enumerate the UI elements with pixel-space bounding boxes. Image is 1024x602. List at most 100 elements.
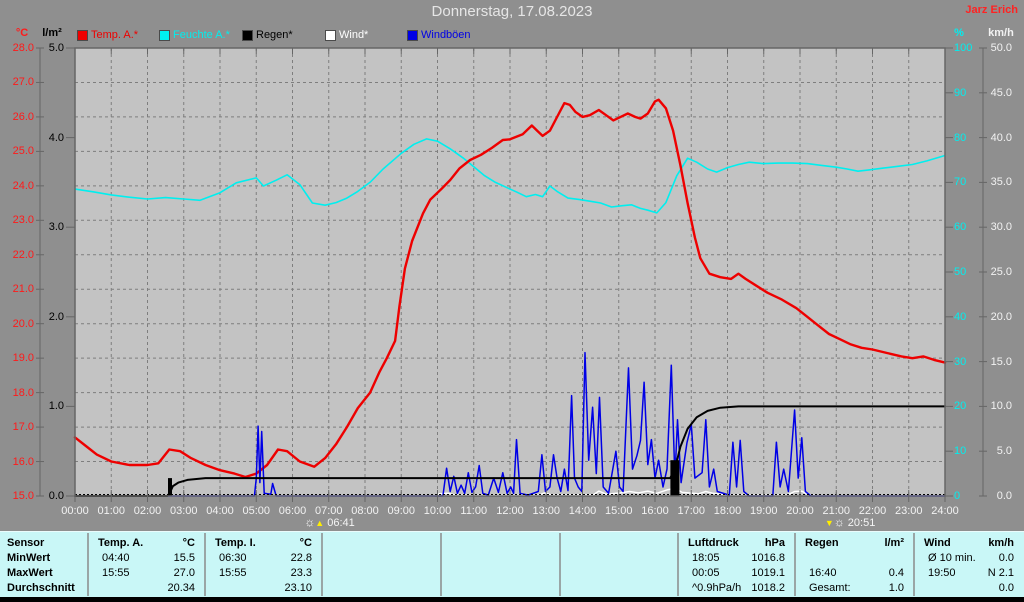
table-cell-value: 1016.8 <box>751 552 785 564</box>
x-axis-tick-label: 01:00 <box>97 505 126 517</box>
rain-axis-tick-label: 5.0 <box>48 42 64 54</box>
right-axis-unit-wind: km/h <box>988 27 1014 39</box>
legend-swatch-wind-icon <box>325 30 336 41</box>
table-col-header: Temp. I. <box>215 537 256 549</box>
table-separator <box>321 533 323 596</box>
wind-axis-tick-label: 20.0 <box>990 310 1012 323</box>
wind-axis-tick-label: 50.0 <box>990 42 1012 54</box>
legend-swatch-rain-icon <box>242 30 253 41</box>
table-separator <box>794 533 796 596</box>
table-separator <box>87 533 89 596</box>
table-separator <box>559 533 561 596</box>
page-title: Donnerstag, 17.08.2023 <box>431 3 593 20</box>
legend-swatch-gusts-icon <box>407 30 418 41</box>
humidity-axis-tick-label: 30 <box>954 355 967 368</box>
table-col-unit: °C <box>299 537 312 549</box>
table-cell-time: 16:40 <box>809 567 837 579</box>
table-separator <box>440 533 442 596</box>
rain-axis-tick-label: 3.0 <box>48 221 64 234</box>
x-axis-tick-label: 00:00 <box>61 505 89 517</box>
table-separator <box>204 533 206 596</box>
sunset-arrow-icon: ▼ <box>824 518 834 528</box>
rain-axis-tick-label: 1.0 <box>48 400 64 413</box>
humidity-axis-tick-label: 40 <box>954 310 967 323</box>
table-cell-time: 00:05 <box>692 567 720 579</box>
table-cell-time: 04:40 <box>102 552 130 564</box>
temperature-series-line <box>73 98 947 479</box>
table-cell-time: ^0.9hPa/h <box>692 582 742 594</box>
wind-axis-tick-label: 45.0 <box>990 86 1012 99</box>
table-col-header: Luftdruck <box>688 537 739 549</box>
gusts-series-line <box>74 351 946 497</box>
x-axis-tick-label: 13:00 <box>532 505 561 517</box>
table-cell-time: Ø 10 min. <box>928 552 976 564</box>
table-cell-value: N 2.1 <box>987 567 1014 579</box>
table-cell-time: 18:05 <box>692 552 720 564</box>
temp-axis-tick-label: 20.0 <box>12 317 34 330</box>
temp-axis-tick-label: 16.0 <box>12 455 34 468</box>
x-axis-tick-label: 02:00 <box>133 505 162 517</box>
x-axis-tick-label: 14:00 <box>568 505 597 517</box>
wind-axis-tick-label: 10.0 <box>990 400 1012 413</box>
table-row-label: Sensor <box>7 537 45 549</box>
x-axis-tick-label: 09:00 <box>387 505 416 517</box>
sunrise-arrow-icon: ▲ <box>315 518 325 528</box>
temp-axis-tick-label: 15.0 <box>12 490 34 502</box>
x-axis-tick-label: 03:00 <box>169 505 198 517</box>
chart-canvas <box>36 47 987 502</box>
x-axis-tick-label: 11:00 <box>460 505 488 517</box>
rain-axis-tick-label: 0.0 <box>48 490 64 502</box>
wind-axis-tick-label: 40.0 <box>990 131 1012 144</box>
table-cell-value: 23.3 <box>290 567 312 579</box>
table-cell-time: 15:55 <box>219 567 247 579</box>
humidity-axis-tick-label: 60 <box>954 221 967 234</box>
table-cell-value: 1.0 <box>888 582 904 594</box>
table-separator <box>677 533 679 596</box>
table-col-unit: l/m² <box>884 537 904 549</box>
station-name: Jarz Erich <box>965 4 1018 16</box>
humidity-axis-tick-label: 50 <box>954 266 967 278</box>
sunset-time: 20:51 <box>847 517 876 529</box>
x-axis-tick-label: 12:00 <box>496 505 524 517</box>
rain-axis-tick-label: 4.0 <box>48 131 64 144</box>
rain-axis-tick-label: 2.0 <box>48 310 64 323</box>
x-axis-tick-label: 08:00 <box>351 505 379 517</box>
left-axis-unit-rain: l/m² <box>42 27 62 39</box>
table-row-label: MinWert <box>7 552 51 564</box>
humidity-axis-tick-label: 10 <box>954 445 967 458</box>
sunset-marker: ▼☼ 20:51 <box>825 516 876 530</box>
legend-swatch-humidity-icon <box>159 30 170 41</box>
x-axis-tick-label: 17:00 <box>677 505 706 517</box>
table-cell-value: 0.0 <box>998 552 1014 564</box>
humidity-series-line <box>74 138 946 214</box>
humidity-axis-tick-label: 0 <box>954 490 961 502</box>
sunset-sun-icon: ☼ <box>833 515 845 529</box>
legend-label-gusts: Windböen <box>421 29 471 41</box>
table-cell-value: 0.4 <box>888 567 904 579</box>
table-col-header: Wind <box>924 537 951 549</box>
sunrise-sun-icon: ☼ <box>304 515 316 529</box>
humidity-axis-tick-label: 80 <box>954 131 967 144</box>
temp-axis-tick-label: 23.0 <box>12 214 34 227</box>
x-axis-tick-label: 24:00 <box>931 505 959 517</box>
table-cell-value: 20.34 <box>167 582 195 594</box>
x-axis-tick-label: 19:00 <box>749 505 778 517</box>
temp-axis-tick-label: 26.0 <box>12 110 34 123</box>
temp-axis-tick-label: 18.0 <box>12 386 34 399</box>
x-axis-tick-label: 04:00 <box>206 505 234 517</box>
table-col-unit: °C <box>182 537 195 549</box>
table-cell-value: 0.0 <box>998 582 1014 594</box>
x-axis-tick-label: 18:00 <box>713 505 742 517</box>
wind-axis-tick-label: 25.0 <box>990 266 1012 278</box>
humidity-axis-tick-label: 90 <box>954 86 967 99</box>
table-cell-value: 1018.2 <box>751 582 785 594</box>
legend-swatch-temp-icon <box>77 30 88 41</box>
table-cell-time: 19:50 <box>928 567 956 579</box>
right-axis-unit-humidity: % <box>954 27 964 39</box>
x-axis-tick-label: 10:00 <box>423 505 452 517</box>
table-row-label: MaxWert <box>7 567 53 579</box>
wind-axis-tick-label: 15.0 <box>990 355 1012 368</box>
table-cell-time: 06:30 <box>219 552 247 564</box>
temp-axis-tick-label: 19.0 <box>12 352 34 365</box>
